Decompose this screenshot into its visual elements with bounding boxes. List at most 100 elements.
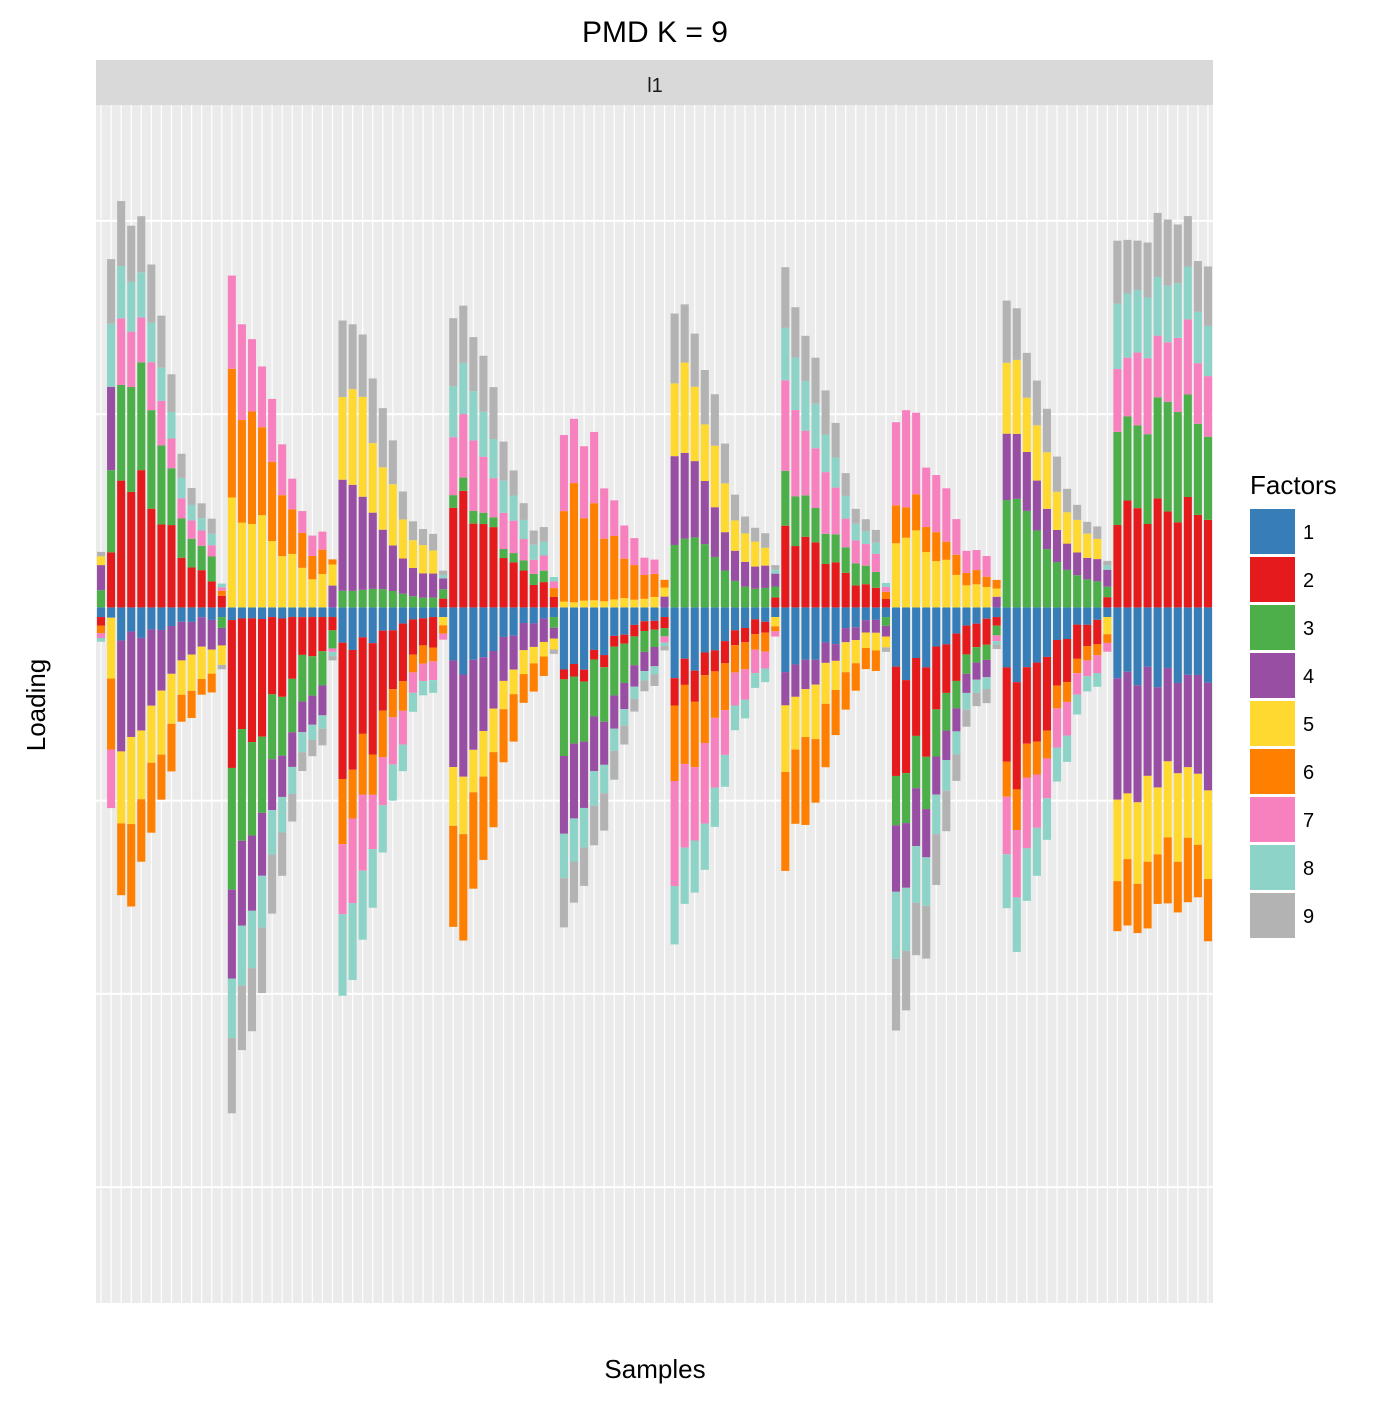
legend-label-7: 7 bbox=[1303, 810, 1314, 832]
bar-segment-factor-3 bbox=[237, 729, 246, 841]
bar-segment-factor-9 bbox=[177, 453, 186, 478]
bar-segment-factor-8 bbox=[1203, 325, 1212, 377]
bar-segment-factor-7 bbox=[137, 317, 146, 363]
bar-segment-factor-9 bbox=[982, 689, 991, 704]
bar-segment-factor-5 bbox=[720, 483, 729, 533]
bar-segment-factor-4 bbox=[308, 695, 317, 725]
bar-segment-factor-1 bbox=[600, 607, 609, 656]
bar-segment-factor-1 bbox=[1032, 607, 1041, 663]
bar-segment-factor-4 bbox=[388, 545, 397, 592]
bar-segment-factor-5 bbox=[1173, 773, 1182, 862]
bar-segment-factor-4 bbox=[569, 743, 579, 819]
bar-segment-factor-4 bbox=[1083, 557, 1092, 580]
bar-segment-factor-3 bbox=[147, 410, 156, 509]
bar-segment-factor-6 bbox=[972, 570, 981, 585]
bar-segment-factor-7 bbox=[1063, 701, 1072, 736]
bar-segment-factor-9 bbox=[137, 216, 146, 273]
bar-segment-factor-5 bbox=[1032, 425, 1041, 481]
bar-segment-factor-3 bbox=[741, 586, 750, 608]
bar-segment-factor-8 bbox=[861, 531, 870, 545]
bar-segment-factor-7 bbox=[992, 635, 1001, 642]
bar-segment-factor-5 bbox=[620, 598, 629, 608]
bar-segment-factor-5 bbox=[952, 574, 961, 608]
bar-segment-factor-4 bbox=[1042, 508, 1051, 550]
bar-segment-factor-3 bbox=[1063, 569, 1072, 608]
bar-segment-factor-9 bbox=[348, 324, 357, 390]
bar-segment-factor-3 bbox=[1183, 394, 1192, 497]
bar-segment-factor-6 bbox=[1173, 861, 1182, 913]
bar-segment-factor-1 bbox=[157, 607, 166, 630]
bar-segment-factor-2 bbox=[891, 666, 901, 776]
bar-segment-factor-2 bbox=[952, 633, 961, 681]
bar-segment-factor-7 bbox=[660, 636, 669, 643]
bar-segment-factor-6 bbox=[459, 834, 468, 941]
bar-segment-factor-9 bbox=[902, 950, 911, 1011]
bar-segment-factor-8 bbox=[1083, 676, 1092, 692]
bar-segment-factor-8 bbox=[972, 679, 981, 693]
bar-segment-factor-1 bbox=[1123, 607, 1132, 672]
bar-segment-factor-3 bbox=[791, 496, 800, 547]
bar-segment-factor-5 bbox=[670, 383, 679, 457]
bar-segment-factor-3 bbox=[1123, 416, 1132, 501]
bar-segment-factor-7 bbox=[952, 519, 961, 555]
bar-segment-factor-8 bbox=[429, 680, 438, 693]
bar-segment-factor-3 bbox=[590, 659, 599, 717]
bar-segment-factor-8 bbox=[449, 386, 458, 438]
bar-segment-factor-9 bbox=[922, 905, 931, 959]
bar-segment-factor-9 bbox=[298, 752, 307, 772]
bar-segment-factor-1 bbox=[137, 607, 146, 638]
bar-segment-factor-6 bbox=[177, 694, 186, 722]
bar-segment-factor-5 bbox=[932, 561, 941, 608]
bar-segment-factor-5 bbox=[388, 484, 397, 546]
bar-segment-factor-4 bbox=[781, 672, 790, 706]
bar-segment-factor-4 bbox=[217, 627, 226, 646]
bar-segment-factor-5 bbox=[1073, 519, 1082, 553]
bar-segment-factor-4 bbox=[600, 721, 609, 765]
bar-segment-factor-2 bbox=[1052, 640, 1062, 686]
bar-segment-factor-1 bbox=[217, 607, 226, 618]
bar-segment-factor-7 bbox=[851, 540, 860, 564]
bar-segment-factor-5 bbox=[1163, 761, 1172, 838]
bar-segment-factor-5 bbox=[217, 645, 226, 665]
bar-segment-factor-7 bbox=[529, 559, 538, 574]
bar-segment-factor-4 bbox=[378, 529, 387, 590]
bar-segment-factor-5 bbox=[459, 776, 468, 835]
bar-segment-factor-2 bbox=[569, 663, 579, 677]
bar-segment-factor-5 bbox=[610, 599, 619, 608]
bar-segment-factor-1 bbox=[982, 607, 991, 619]
facet-label: l1 bbox=[647, 75, 663, 97]
bar-segment-factor-2 bbox=[368, 643, 377, 755]
bar-segment-factor-8 bbox=[328, 651, 337, 657]
bar-segment-factor-6 bbox=[479, 776, 488, 860]
bar-segment-factor-8 bbox=[1153, 277, 1162, 336]
bar-segment-factor-7 bbox=[258, 366, 267, 428]
bar-segment-factor-5 bbox=[368, 443, 377, 513]
bar-segment-factor-4 bbox=[97, 565, 106, 591]
bar-segment-factor-2 bbox=[1133, 508, 1142, 608]
bar-segment-factor-3 bbox=[630, 636, 639, 666]
bar-segment-factor-9 bbox=[640, 680, 649, 692]
bar-segment-factor-3 bbox=[157, 445, 166, 525]
bar-segment-factor-1 bbox=[1103, 607, 1112, 618]
bar-segment-factor-4 bbox=[419, 573, 428, 598]
bar-segment-factor-3 bbox=[449, 495, 458, 508]
bar-segment-factor-4 bbox=[751, 566, 760, 589]
bar-segment-factor-6 bbox=[952, 554, 961, 575]
bar-segment-factor-8 bbox=[137, 272, 146, 318]
bar-segment-factor-9 bbox=[952, 754, 961, 781]
bar-segment-factor-3 bbox=[841, 547, 850, 573]
bar-segment-factor-3 bbox=[278, 696, 287, 756]
bar-segment-factor-4 bbox=[851, 627, 860, 641]
bar-segment-factor-6 bbox=[549, 588, 558, 597]
bar-segment-factor-7 bbox=[1002, 796, 1011, 855]
bar-segment-factor-4 bbox=[821, 642, 830, 663]
bar-segment-factor-8 bbox=[1103, 565, 1112, 570]
bar-segment-factor-8 bbox=[791, 357, 800, 411]
bar-segment-factor-2 bbox=[982, 618, 991, 645]
bar-segment-factor-6 bbox=[771, 626, 780, 632]
bar-segment-factor-7 bbox=[610, 500, 619, 536]
bar-segment-factor-8 bbox=[992, 641, 1001, 645]
legend-key-2 bbox=[1250, 557, 1295, 602]
bar-segment-factor-9 bbox=[439, 570, 448, 575]
bar-segment-factor-9 bbox=[469, 337, 478, 392]
